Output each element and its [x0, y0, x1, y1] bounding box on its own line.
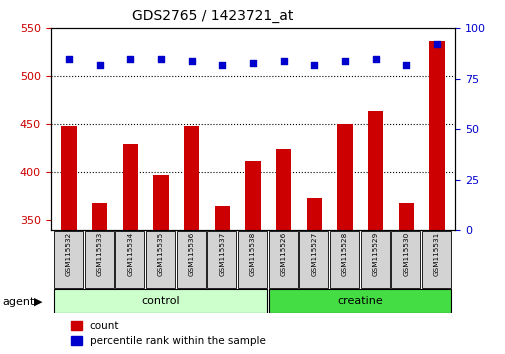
Bar	[214, 206, 230, 230]
Point	[218, 62, 226, 68]
Text: GSM115529: GSM115529	[372, 232, 378, 276]
Bar	[275, 149, 291, 230]
Point	[248, 60, 257, 65]
Bar	[92, 203, 107, 230]
FancyBboxPatch shape	[268, 289, 450, 313]
Point	[310, 62, 318, 68]
FancyBboxPatch shape	[268, 231, 297, 288]
Point	[432, 42, 440, 47]
Text: GSM115536: GSM115536	[188, 232, 194, 276]
Point	[340, 58, 348, 63]
Point	[187, 58, 195, 63]
Text: agent: agent	[3, 297, 35, 307]
Point	[157, 56, 165, 62]
Text: GSM115532: GSM115532	[66, 232, 72, 276]
Text: control: control	[141, 296, 180, 306]
FancyBboxPatch shape	[421, 231, 450, 288]
Point	[401, 62, 410, 68]
Text: ▶: ▶	[34, 297, 43, 307]
Bar	[61, 126, 77, 230]
FancyBboxPatch shape	[299, 231, 328, 288]
FancyBboxPatch shape	[115, 231, 144, 288]
FancyBboxPatch shape	[207, 231, 236, 288]
Point	[126, 56, 134, 62]
Bar	[398, 203, 413, 230]
Bar	[428, 41, 444, 230]
Bar	[153, 175, 168, 230]
Text: GSM115538: GSM115538	[249, 232, 256, 276]
FancyBboxPatch shape	[54, 289, 267, 313]
Text: GSM115534: GSM115534	[127, 232, 133, 276]
Text: GSM115527: GSM115527	[311, 232, 317, 276]
Bar	[306, 198, 321, 230]
FancyBboxPatch shape	[390, 231, 420, 288]
Text: GSM115531: GSM115531	[433, 232, 439, 276]
FancyBboxPatch shape	[237, 231, 267, 288]
FancyBboxPatch shape	[360, 231, 389, 288]
Bar	[245, 161, 260, 230]
Text: GDS2765 / 1423721_at: GDS2765 / 1423721_at	[132, 9, 292, 23]
Point	[95, 62, 104, 68]
FancyBboxPatch shape	[54, 231, 83, 288]
Bar	[367, 111, 383, 230]
Point	[371, 56, 379, 62]
Point	[279, 58, 287, 63]
FancyBboxPatch shape	[176, 231, 206, 288]
Bar	[184, 126, 199, 230]
FancyBboxPatch shape	[84, 231, 114, 288]
Text: GSM115530: GSM115530	[402, 232, 409, 276]
Text: GSM115537: GSM115537	[219, 232, 225, 276]
FancyBboxPatch shape	[145, 231, 175, 288]
Text: GSM115535: GSM115535	[158, 232, 164, 276]
Bar	[122, 144, 138, 230]
Text: GSM115528: GSM115528	[341, 232, 347, 276]
Bar	[337, 124, 352, 230]
Text: GSM115526: GSM115526	[280, 232, 286, 276]
Point	[65, 56, 73, 62]
FancyBboxPatch shape	[329, 231, 359, 288]
Legend: count, percentile rank within the sample: count, percentile rank within the sample	[67, 317, 269, 350]
Text: creatine: creatine	[337, 296, 382, 306]
Text: GSM115533: GSM115533	[96, 232, 103, 276]
